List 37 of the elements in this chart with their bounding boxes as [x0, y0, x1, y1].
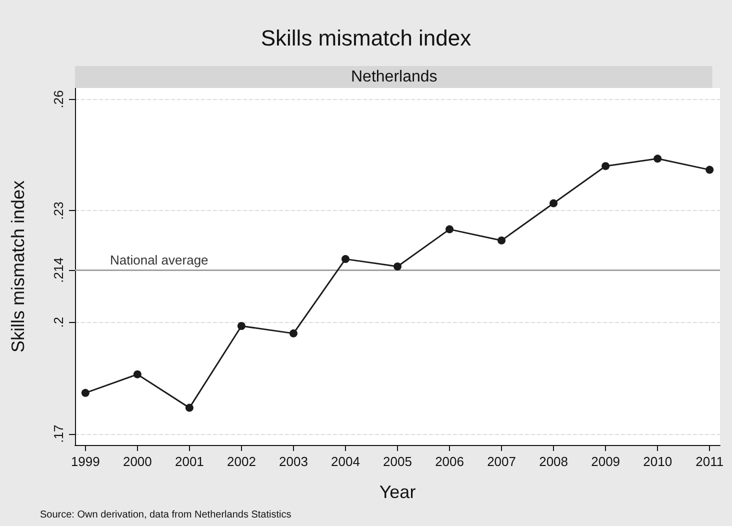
x-tick-label: 2005 — [383, 454, 412, 469]
source-note: Source: Own derivation, data from Netherlands Statistics — [40, 510, 292, 520]
chart-subtitle: Netherlands — [351, 68, 438, 86]
point — [550, 199, 558, 208]
y-axis-title: Skills mismatch index — [8, 180, 28, 353]
point — [446, 225, 454, 234]
x-axis-title: Year — [379, 482, 416, 502]
point — [654, 154, 662, 163]
y-tick-label: .23 — [51, 202, 66, 220]
point — [341, 255, 350, 264]
point — [706, 166, 714, 174]
x-tick-label: 2007 — [487, 454, 516, 469]
x-tick-label: 2004 — [331, 454, 360, 469]
point — [81, 388, 90, 397]
point — [394, 262, 402, 270]
x-tick-label: 2000 — [122, 454, 152, 469]
point — [498, 236, 506, 244]
y-tick-label: .214 — [51, 258, 66, 283]
point — [602, 162, 610, 170]
x-tick-label: 2001 — [174, 454, 204, 469]
x-tick-label: 1999 — [70, 454, 100, 469]
y-tick-label: .17 — [51, 424, 66, 443]
ref-line-label: National average — [110, 252, 208, 268]
chart-title: Skills mismatch index — [260, 26, 472, 50]
y-tick-label: .26 — [51, 90, 66, 108]
point — [237, 322, 246, 330]
point — [185, 404, 194, 412]
point — [133, 370, 142, 378]
x-tick-label: 2011 — [696, 454, 724, 469]
x-tick-label: 2008 — [539, 454, 568, 469]
x-tick-label: 2010 — [643, 454, 672, 469]
x-tick-label: 2009 — [591, 454, 620, 469]
x-tick-label: 2006 — [435, 454, 464, 469]
point — [289, 329, 298, 338]
x-tick-label: 2002 — [226, 454, 256, 469]
x-tick-label: 2003 — [279, 454, 308, 469]
y-tick-label: .2 — [51, 316, 66, 328]
